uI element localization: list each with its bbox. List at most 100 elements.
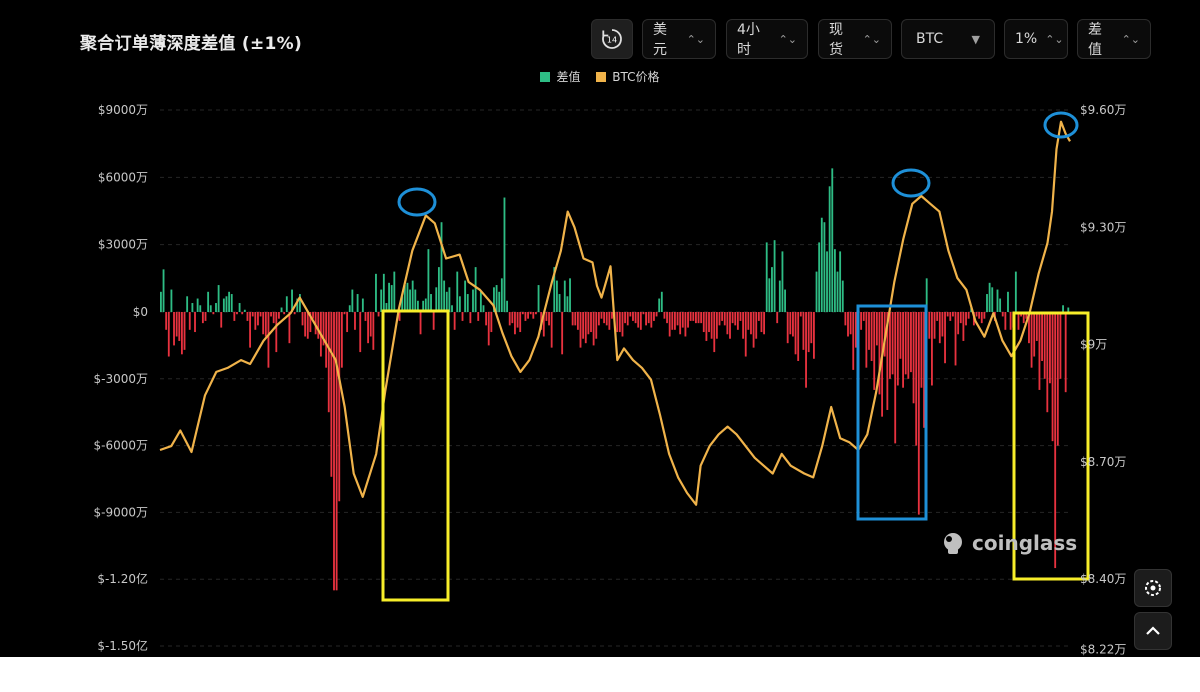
diff-bar xyxy=(393,271,396,312)
diff-bar xyxy=(472,289,474,312)
diff-bar xyxy=(325,312,328,368)
diff-bar xyxy=(715,312,718,339)
diff-bar xyxy=(933,312,936,339)
market-value: 现货 xyxy=(829,22,843,58)
depth-select[interactable]: 1% ⌃⌄ xyxy=(1004,19,1068,59)
left-axis-tick-label: $-6000万 xyxy=(93,439,148,453)
diff-bar xyxy=(836,271,839,312)
history-button[interactable]: 14 xyxy=(591,19,633,59)
diff-bar xyxy=(792,312,794,337)
diff-bar xyxy=(312,312,314,319)
interval-select[interactable]: 4小时 ⌃⌄ xyxy=(726,19,808,59)
diff-bar xyxy=(542,312,545,337)
diff-bar xyxy=(889,312,891,379)
diff-bar xyxy=(351,289,354,312)
diff-bar xyxy=(700,312,703,324)
diff-bar xyxy=(343,312,346,315)
diff-bar xyxy=(999,298,1002,312)
diff-bar xyxy=(642,312,645,315)
left-axis-tick-label: $-1.50亿 xyxy=(97,638,148,653)
diff-bar xyxy=(403,285,406,312)
diff-bar xyxy=(456,271,459,312)
currency-select[interactable]: 美元 ⌃⌄ xyxy=(642,19,716,59)
diff-bar xyxy=(388,282,390,312)
annotation-yellow-box xyxy=(381,309,450,602)
diff-bar xyxy=(991,287,994,312)
diff-bar xyxy=(293,312,296,315)
diff-bar xyxy=(632,312,634,321)
coin-select[interactable]: BTC ▼ xyxy=(901,19,995,59)
diff-bar xyxy=(603,312,606,324)
diff-bar xyxy=(986,294,988,312)
diff-bar xyxy=(249,312,251,348)
diff-bar xyxy=(330,312,333,477)
diff-bar xyxy=(818,242,821,312)
diff-bar xyxy=(925,278,928,312)
diff-bar xyxy=(1022,312,1025,324)
diff-bar xyxy=(931,312,933,386)
diff-bar xyxy=(1025,312,1028,319)
diff-bar xyxy=(697,312,700,324)
market-select[interactable]: 现货 ⌃⌄ xyxy=(818,19,892,59)
diff-bar xyxy=(710,312,713,339)
settings-button[interactable] xyxy=(1134,569,1172,607)
chart-panel: 聚合订单薄深度差值 (±1%) 14 美元 ⌃⌄ 4小时 ⌃⌄ 现货 ⌃⌄ BT… xyxy=(0,0,1200,657)
diff-bar xyxy=(220,312,223,328)
diff-bar xyxy=(983,312,986,319)
legend-swatch-price xyxy=(596,71,607,82)
diff-bar xyxy=(828,186,831,312)
up-down-icon: ⌃⌄ xyxy=(778,32,797,46)
diff-bar xyxy=(432,312,435,330)
diff-bar xyxy=(160,291,162,312)
diff-bar xyxy=(178,312,181,341)
diff-bar xyxy=(587,312,590,335)
metric-select[interactable]: 差值 ⌃⌄ xyxy=(1077,19,1151,59)
diff-bar xyxy=(464,280,467,312)
diff-bar xyxy=(170,289,173,312)
diff-bar xyxy=(718,312,721,326)
diff-bar xyxy=(1051,312,1054,442)
annotation-yellow-box xyxy=(1012,311,1090,581)
diff-bar xyxy=(833,249,836,312)
diff-bar xyxy=(558,294,561,312)
diff-bar xyxy=(338,312,341,502)
diff-bar xyxy=(946,312,949,317)
diff-bar xyxy=(238,303,241,312)
gear-icon xyxy=(1145,580,1161,596)
diff-bar xyxy=(757,312,760,321)
diff-bar xyxy=(369,312,372,337)
diff-bar xyxy=(729,312,731,339)
diff-bar xyxy=(317,312,320,339)
legend-item-diff[interactable]: 差值 xyxy=(540,68,580,85)
diff-bar xyxy=(409,289,411,312)
diff-bar xyxy=(694,312,697,324)
legend-item-price[interactable]: BTC价格 xyxy=(596,68,660,85)
diff-bar xyxy=(346,312,349,333)
diff-bar xyxy=(380,289,383,312)
diff-bar xyxy=(681,312,684,328)
diff-bar xyxy=(354,312,356,330)
diff-bar xyxy=(430,294,432,312)
diff-bar xyxy=(390,285,393,312)
diff-bar xyxy=(891,312,894,375)
legend-label-diff: 差值 xyxy=(556,70,581,84)
diff-bar xyxy=(411,280,414,312)
left-axis-tick-label: $6000万 xyxy=(98,170,148,184)
diff-bar xyxy=(611,312,613,319)
diff-bar xyxy=(875,312,878,346)
diff-bar xyxy=(298,294,301,312)
metric-value: 差值 xyxy=(1088,22,1102,58)
diff-bar xyxy=(453,312,456,330)
diff-bar xyxy=(304,312,307,337)
diff-bar xyxy=(327,312,330,413)
diff-bar xyxy=(980,312,983,324)
diff-bar xyxy=(810,312,813,344)
diff-bar xyxy=(516,312,519,328)
diff-bar xyxy=(267,312,270,368)
diff-bar xyxy=(687,312,689,328)
diff-bar xyxy=(815,271,818,312)
diff-bar xyxy=(928,312,931,339)
scroll-top-button[interactable] xyxy=(1134,612,1172,650)
diff-bar xyxy=(590,312,592,333)
diff-bar xyxy=(776,312,779,324)
